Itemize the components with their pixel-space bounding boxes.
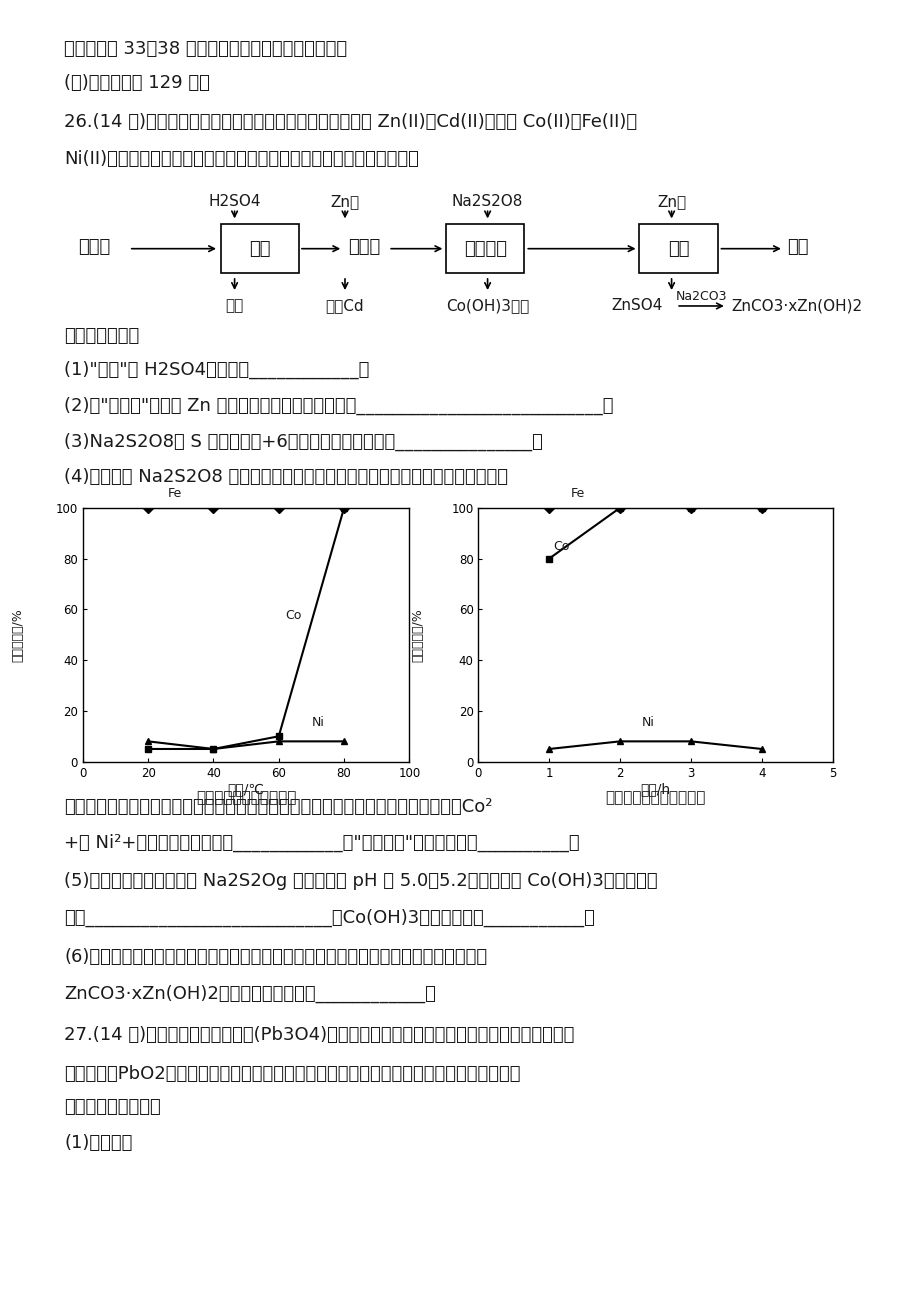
Text: ZnCO3·xZn(OH)2: ZnCO3·xZn(OH)2 (731, 298, 862, 314)
Text: ZnCO3·xZn(OH)2制备氧化锌的方法是____________。: ZnCO3·xZn(OH)2制备氧化锌的方法是____________。 (64, 984, 436, 1003)
Text: Ni: Ni (311, 716, 323, 729)
Text: Fe: Fe (570, 487, 584, 500)
Text: 足。已知：PbO2为棕黑色粉末。某化学兴趣小组对铅丹的一些性质进行实验探究并测定其组: 足。已知：PbO2为棕黑色粉末。某化学兴趣小组对铅丹的一些性质进行实验探究并测定… (64, 1065, 520, 1083)
Text: +与 Ni²+的还原性强弱关系是____________，"氧化沉钴"适宜的条件是__________。: +与 Ni²+的还原性强弱关系是____________，"氧化沉钴"适宜的条件… (64, 833, 579, 852)
Text: Ni(II)的硫酸盐及氢氧化物。利用以下工艺流程回收金属并制备氧化锌：: Ni(II)的硫酸盐及氢氧化物。利用以下工艺流程回收金属并制备氧化锌： (64, 150, 419, 168)
Text: 27.(14 分)在古代，橘红色的铅丹(Pb3O4)用于入药和炼丹，人们对其中重金属铅的毒性认识不: 27.(14 分)在古代，橘红色的铅丹(Pb3O4)用于入药和炼丹，人们对其中重… (64, 1026, 574, 1044)
Text: 时间对金属脱除率的影响: 时间对金属脱除率的影响 (605, 790, 705, 806)
Text: (3)Na2S2O8中 S 的化合价为+6，其中过氧键的数目为_______________。: (3)Na2S2O8中 S 的化合价为+6，其中过氧键的数目为_________… (64, 432, 543, 450)
Text: Na2S2O8: Na2S2O8 (451, 194, 523, 210)
Text: Ni: Ni (641, 716, 653, 729)
Text: ZnSO4: ZnSO4 (611, 298, 663, 314)
X-axis label: 温度/℃: 温度/℃ (227, 783, 265, 797)
Text: 成。回答下列问题：: 成。回答下列问题： (64, 1098, 161, 1116)
Text: 式为___________________________，Co(OH)3滤渣中还含有___________。: 式为___________________________，Co(OH)3滤渣中… (64, 909, 595, 927)
Text: 金属脱除率/%: 金属脱除率/% (411, 608, 425, 661)
Text: (1)性质实验: (1)性质实验 (64, 1134, 132, 1152)
Text: 回答下列问题：: 回答下列问题： (64, 327, 140, 345)
Text: Na2CO3: Na2CO3 (675, 290, 726, 303)
Text: 氧化沉钴: 氧化沉钴 (463, 240, 506, 258)
Text: 须作答。第 33～38 题为选考题，考生根据要求作答。: 须作答。第 33～38 题为选考题，考生根据要求作答。 (64, 40, 347, 59)
Text: 钴镍渣: 钴镍渣 (78, 238, 110, 256)
Text: 镍渣: 镍渣 (787, 238, 808, 256)
Text: 还原: 还原 (667, 240, 688, 258)
Text: 26.(14 分)钴镍渣是湿法炼锌净化渣之一，其中含有较多的 Zn(II)、Cd(II)和少量 Co(II)、Fe(II)、: 26.(14 分)钴镍渣是湿法炼锌净化渣之一，其中含有较多的 Zn(II)、Cd… (64, 113, 637, 132)
Text: (一)必考题：共 129 分。: (一)必考题：共 129 分。 (64, 74, 210, 92)
Bar (446, 224, 524, 273)
Bar (639, 224, 717, 273)
Text: 溶浸: 溶浸 (249, 240, 270, 258)
Text: 温度对金属脱除率的影响: 温度对金属脱除率的影响 (196, 790, 296, 806)
Text: Zn粉: Zn粉 (330, 194, 359, 210)
Text: 浸取液: 浸取液 (347, 238, 380, 256)
Text: 滤渣: 滤渣 (225, 298, 244, 314)
X-axis label: 时间/h: 时间/h (640, 783, 670, 797)
Text: (4)研究加入 Na2S2O8 后温度和时间对金属脱除率的影响，所得曲线如下图所示。: (4)研究加入 Na2S2O8 后温度和时间对金属脱除率的影响，所得曲线如下图所… (64, 467, 508, 486)
Text: 海绵Cd: 海绵Cd (325, 298, 364, 314)
Text: (5)在适宜的条件下，加入 Na2S2Og 并调节溶液 pH 至 5.0～5.2，反应生成 Co(OH)3的离子方程: (5)在适宜的条件下，加入 Na2S2Og 并调节溶液 pH 至 5.0～5.2… (64, 872, 657, 891)
Text: 金属脱除是指溶液中的二价金属离子被氧化后形成氢氧化物沉淀而除去。由图可知，Co²: 金属脱除是指溶液中的二价金属离子被氧化后形成氢氧化物沉淀而除去。由图可知，Co² (64, 798, 493, 816)
Text: Co: Co (552, 540, 569, 553)
Text: (6)氧化锌是一种重要而且使用广泛的物理防晒剂，屏蔽紫外线的原理为吸收和散射。由: (6)氧化锌是一种重要而且使用广泛的物理防晒剂，屏蔽紫外线的原理为吸收和散射。由 (64, 948, 487, 966)
Text: Fe: Fe (167, 487, 182, 500)
Text: Co(OH)3滤渣: Co(OH)3滤渣 (446, 298, 528, 314)
Text: 金属脱除率/%: 金属脱除率/% (11, 608, 24, 661)
Text: Co: Co (285, 609, 301, 622)
Bar (221, 224, 299, 273)
Text: (2)向"浸取液"中加入 Zn 粉后发生反应的离子方程式为___________________________。: (2)向"浸取液"中加入 Zn 粉后发生反应的离子方程式为___________… (64, 397, 613, 415)
Text: H2SO4: H2SO4 (208, 194, 261, 210)
Text: (1)"溶浸"时 H2SO4的作用是____________。: (1)"溶浸"时 H2SO4的作用是____________。 (64, 361, 369, 379)
Text: Zn粉: Zn粉 (656, 194, 686, 210)
